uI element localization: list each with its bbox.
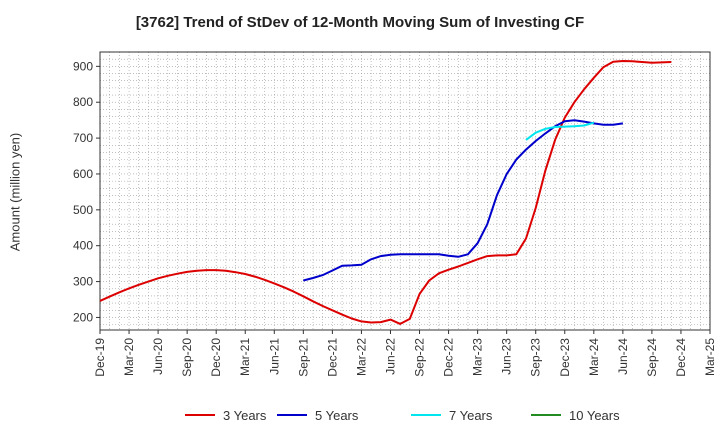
y-tick-label: 200 xyxy=(73,310,93,324)
legend-item-10-years: 10 Years xyxy=(531,405,620,425)
series-line-7-years xyxy=(525,121,595,141)
legend-swatch xyxy=(531,414,561,416)
x-tick-label: Mar-25 xyxy=(703,338,717,376)
x-tick-label: Dec-24 xyxy=(674,338,688,377)
legend-swatch xyxy=(185,414,215,416)
x-tick-label: Mar-21 xyxy=(238,338,252,376)
y-tick-label: 800 xyxy=(73,95,93,109)
x-tick-label: Mar-20 xyxy=(122,338,136,376)
y-tick-label: 300 xyxy=(73,275,93,289)
x-tick-label: Dec-20 xyxy=(209,338,223,377)
legend-label: 3 Years xyxy=(223,407,267,423)
plot-frame xyxy=(99,51,711,331)
y-tick-label: 900 xyxy=(73,59,93,73)
y-tick-label: 400 xyxy=(73,239,93,253)
x-tick-label: Jun-20 xyxy=(151,338,165,375)
legend: 3 Years 5 Years 7 Years 10 Years xyxy=(0,405,720,425)
x-tick-label: Sep-24 xyxy=(645,338,659,377)
y-tick-label: 700 xyxy=(73,131,93,145)
x-tick-label: Sep-23 xyxy=(529,338,543,377)
x-tick-label: Jun-24 xyxy=(616,338,630,375)
series-line-3-years xyxy=(99,60,672,325)
legend-item-3-years: 3 Years xyxy=(185,405,266,425)
x-tick-label: Sep-22 xyxy=(413,338,427,377)
x-tick-label: Dec-21 xyxy=(325,338,339,377)
y-tick-label: 600 xyxy=(73,167,93,181)
legend-label: 5 Years xyxy=(315,407,359,423)
x-tick-label: Mar-24 xyxy=(587,338,601,376)
legend-swatch xyxy=(277,414,307,416)
y-tick-label: 500 xyxy=(73,203,93,217)
legend-swatch xyxy=(411,414,441,416)
x-tick-label: Dec-19 xyxy=(93,338,107,377)
x-tick-label: Sep-20 xyxy=(180,338,194,377)
legend-item-7-years: 7 Years xyxy=(411,405,492,425)
legend-label: 7 Years xyxy=(449,407,493,423)
x-tick-label: Sep-21 xyxy=(296,338,310,377)
x-tick-label: Jun-23 xyxy=(500,338,514,375)
series-line-5-years xyxy=(303,119,624,282)
x-tick-label: Jun-22 xyxy=(383,338,397,375)
x-tick-label: Mar-22 xyxy=(354,338,368,376)
x-tick-label: Dec-23 xyxy=(558,338,572,377)
x-tick-label: Mar-23 xyxy=(471,338,485,376)
x-tick-label: Dec-22 xyxy=(442,338,456,377)
chart-title: [3762] Trend of StDev of 12-Month Moving… xyxy=(135,14,585,31)
legend-label: 10 Years xyxy=(569,407,620,423)
legend-item-5-years: 5 Years xyxy=(277,405,358,425)
x-tick-label: Jun-21 xyxy=(267,338,281,375)
